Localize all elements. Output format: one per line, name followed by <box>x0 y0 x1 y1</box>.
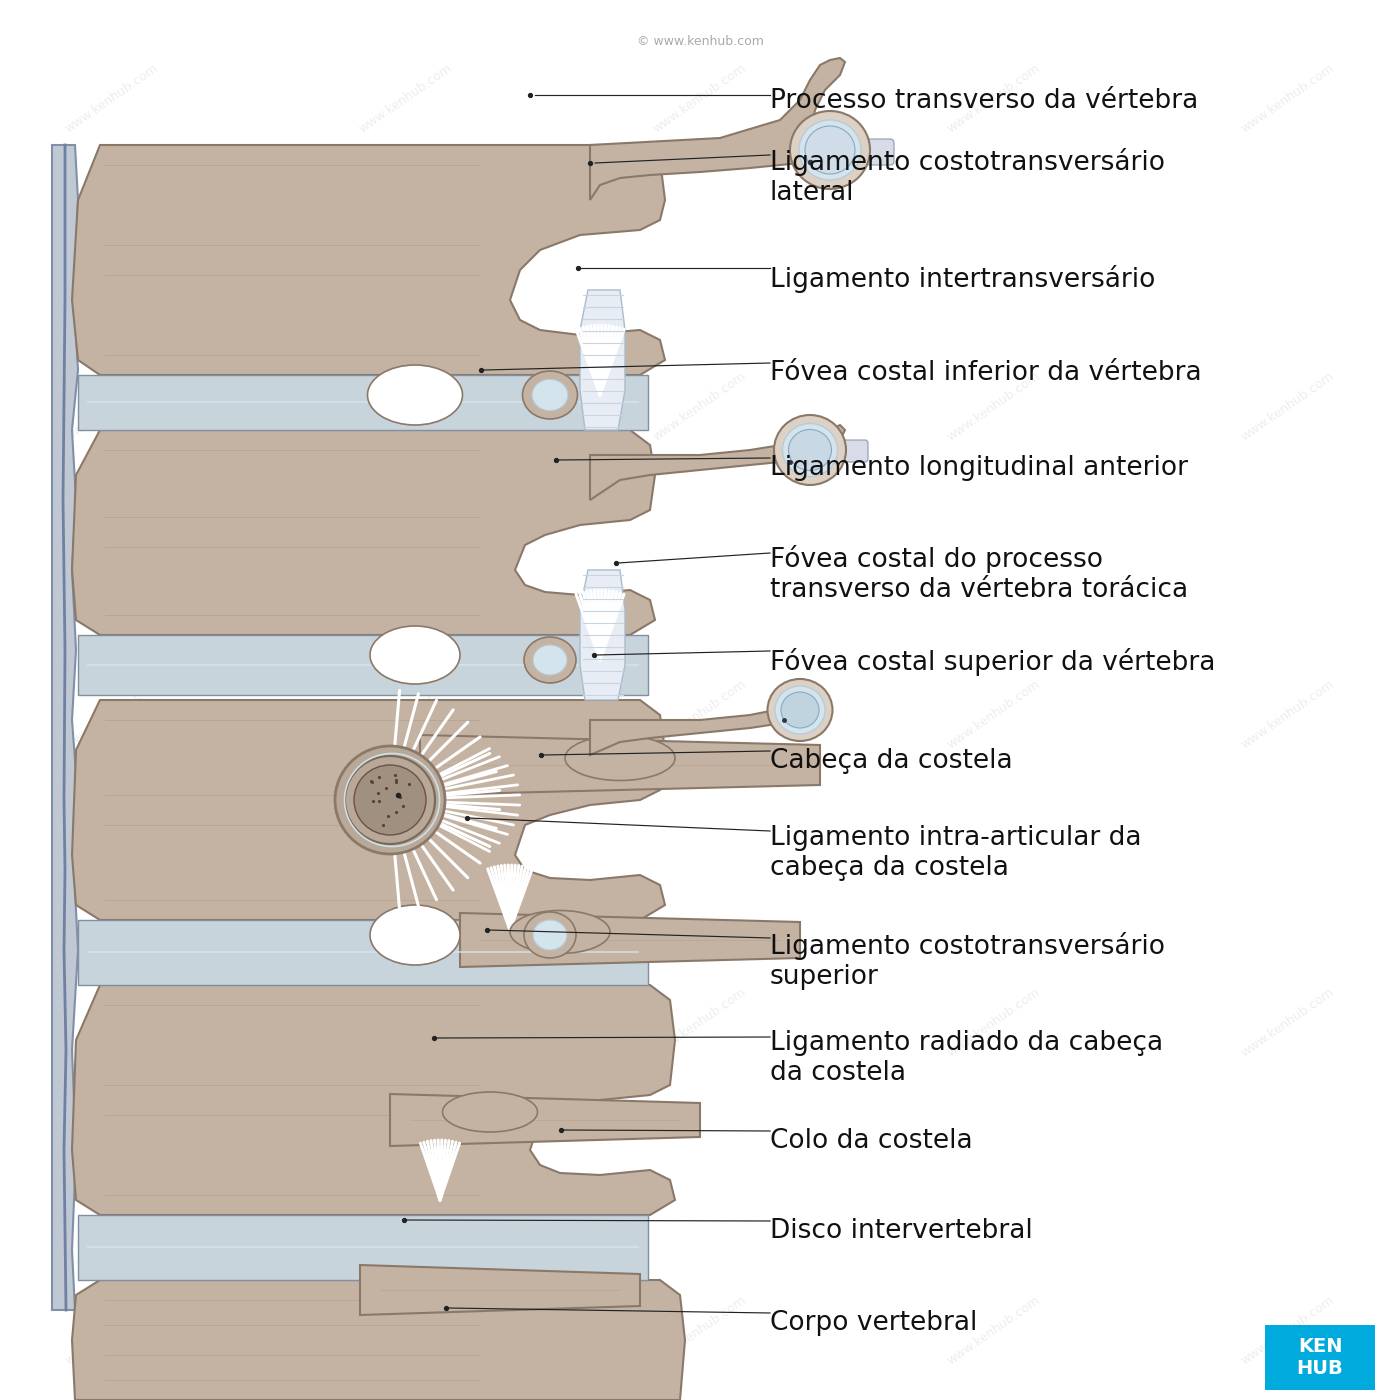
Text: www.kenhub.com: www.kenhub.com <box>651 986 749 1058</box>
Text: www.kenhub.com: www.kenhub.com <box>357 678 455 750</box>
FancyBboxPatch shape <box>836 139 895 165</box>
Text: www.kenhub.com: www.kenhub.com <box>357 370 455 442</box>
Text: www.kenhub.com: www.kenhub.com <box>63 62 161 134</box>
Text: www.kenhub.com: www.kenhub.com <box>357 986 455 1058</box>
Text: www.kenhub.com: www.kenhub.com <box>651 62 749 134</box>
FancyBboxPatch shape <box>818 440 868 462</box>
Ellipse shape <box>774 414 846 484</box>
Ellipse shape <box>524 637 575 683</box>
Ellipse shape <box>781 692 819 728</box>
Polygon shape <box>71 430 655 636</box>
Text: Disco intervertebral: Disco intervertebral <box>770 1218 1033 1245</box>
Text: www.kenhub.com: www.kenhub.com <box>651 1294 749 1366</box>
Polygon shape <box>461 913 799 967</box>
Text: www.kenhub.com: www.kenhub.com <box>1239 370 1337 442</box>
Text: Processo transverso da vértebra: Processo transverso da vértebra <box>770 88 1198 113</box>
Text: www.kenhub.com: www.kenhub.com <box>945 986 1043 1058</box>
Text: Ligamento intertransversário: Ligamento intertransversário <box>770 265 1155 293</box>
Text: www.kenhub.com: www.kenhub.com <box>651 678 749 750</box>
Text: www.kenhub.com: www.kenhub.com <box>1239 1294 1337 1366</box>
Ellipse shape <box>767 679 833 741</box>
Text: Fóvea costal inferior da vértebra: Fóvea costal inferior da vértebra <box>770 360 1201 386</box>
Text: www.kenhub.com: www.kenhub.com <box>945 1294 1043 1366</box>
Ellipse shape <box>335 746 445 854</box>
Text: www.kenhub.com: www.kenhub.com <box>945 678 1043 750</box>
Text: www.kenhub.com: www.kenhub.com <box>945 62 1043 134</box>
Ellipse shape <box>532 379 568 410</box>
Ellipse shape <box>367 365 462 426</box>
Polygon shape <box>420 735 820 795</box>
Ellipse shape <box>805 126 855 174</box>
Ellipse shape <box>790 111 869 189</box>
Ellipse shape <box>799 120 861 181</box>
Text: © www.kenhub.com: © www.kenhub.com <box>637 35 763 48</box>
Text: www.kenhub.com: www.kenhub.com <box>1239 986 1337 1058</box>
Ellipse shape <box>370 626 461 685</box>
Text: www.kenhub.com: www.kenhub.com <box>651 370 749 442</box>
Text: www.kenhub.com: www.kenhub.com <box>63 370 161 442</box>
Text: www.kenhub.com: www.kenhub.com <box>1239 678 1337 750</box>
Text: www.kenhub.com: www.kenhub.com <box>945 370 1043 442</box>
Polygon shape <box>71 1280 685 1400</box>
Text: www.kenhub.com: www.kenhub.com <box>1239 62 1337 134</box>
Ellipse shape <box>510 910 610 953</box>
Ellipse shape <box>783 423 837 476</box>
Polygon shape <box>580 290 624 430</box>
Text: Cabeça da costela: Cabeça da costela <box>770 748 1012 774</box>
Polygon shape <box>589 700 815 755</box>
Text: Fóvea costal superior da vértebra: Fóvea costal superior da vértebra <box>770 648 1215 676</box>
Polygon shape <box>360 1266 640 1315</box>
Polygon shape <box>78 375 648 430</box>
Ellipse shape <box>566 735 675 781</box>
Ellipse shape <box>788 430 832 470</box>
Polygon shape <box>78 920 648 986</box>
Text: Ligamento costotransversário
superior: Ligamento costotransversário superior <box>770 932 1165 990</box>
Polygon shape <box>589 426 846 500</box>
Polygon shape <box>391 1093 700 1147</box>
Text: Ligamento longitudinal anterior: Ligamento longitudinal anterior <box>770 455 1189 482</box>
Ellipse shape <box>533 645 567 675</box>
Polygon shape <box>52 146 78 1310</box>
Text: www.kenhub.com: www.kenhub.com <box>63 986 161 1058</box>
Polygon shape <box>71 700 665 920</box>
Text: KEN
HUB: KEN HUB <box>1296 1337 1344 1378</box>
Polygon shape <box>78 1215 648 1280</box>
Ellipse shape <box>442 1092 538 1133</box>
Polygon shape <box>78 636 648 694</box>
Text: Fóvea costal do processo
transverso da vértebra torácica: Fóvea costal do processo transverso da v… <box>770 545 1189 603</box>
Text: Colo da costela: Colo da costela <box>770 1128 973 1154</box>
Text: Ligamento radiado da cabeça
da costela: Ligamento radiado da cabeça da costela <box>770 1030 1163 1086</box>
Polygon shape <box>71 146 665 375</box>
Ellipse shape <box>354 764 426 834</box>
Text: Ligamento intra-articular da
cabeça da costela: Ligamento intra-articular da cabeça da c… <box>770 825 1141 881</box>
Text: Corpo vertebral: Corpo vertebral <box>770 1310 977 1336</box>
Text: www.kenhub.com: www.kenhub.com <box>357 1294 455 1366</box>
Polygon shape <box>589 57 846 200</box>
Ellipse shape <box>776 686 825 734</box>
Ellipse shape <box>370 904 461 965</box>
Ellipse shape <box>524 911 575 958</box>
Ellipse shape <box>533 920 567 951</box>
Text: Ligamento costotransversário
lateral: Ligamento costotransversário lateral <box>770 148 1165 206</box>
Text: www.kenhub.com: www.kenhub.com <box>63 1294 161 1366</box>
FancyBboxPatch shape <box>1266 1324 1375 1390</box>
Text: www.kenhub.com: www.kenhub.com <box>63 678 161 750</box>
Ellipse shape <box>522 371 577 419</box>
Text: www.kenhub.com: www.kenhub.com <box>357 62 455 134</box>
Polygon shape <box>580 570 624 700</box>
Polygon shape <box>71 986 675 1215</box>
